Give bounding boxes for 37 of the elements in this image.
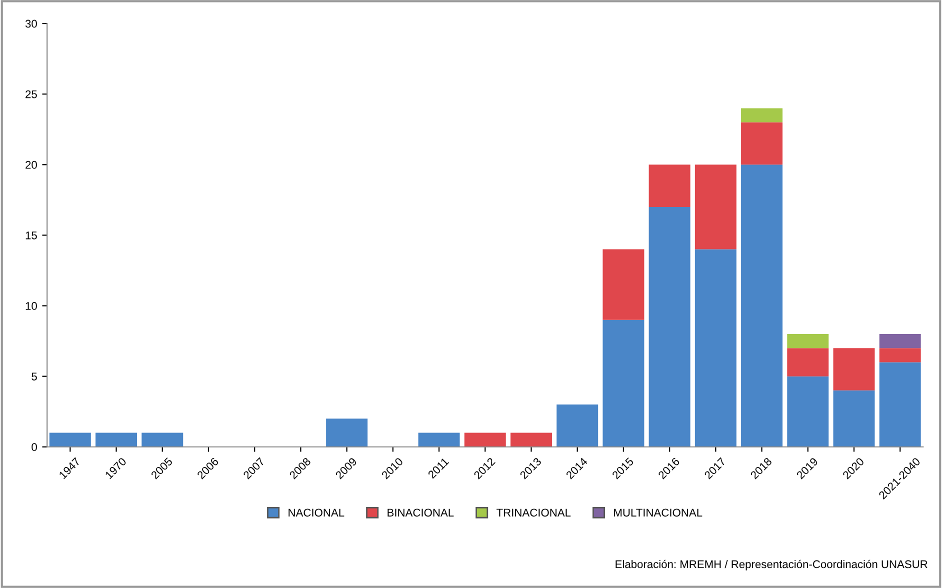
bar [833, 348, 875, 390]
y-tick-label: 5 [32, 372, 37, 380]
bar [96, 432, 138, 447]
bar [510, 432, 552, 447]
legend-label: TRINACIONAL [496, 508, 571, 517]
bar [741, 108, 783, 122]
text: Elaboración: MREMH / Representación-Coordinación UNASUR [616, 560, 928, 570]
legend-label: BINACIONAL [388, 508, 454, 517]
bar [833, 390, 875, 447]
bar [694, 249, 736, 447]
bar [879, 362, 921, 447]
y-tick-label: 20 [26, 160, 37, 169]
y-tick-label: 15 [26, 232, 37, 240]
y-tick-label: 10 [26, 302, 37, 310]
y-tick-label: 30 [25, 20, 37, 28]
bar [879, 334, 921, 348]
bar [741, 122, 783, 165]
bar [787, 348, 829, 376]
y-tick-label: 25 [26, 90, 37, 98]
bar [787, 334, 829, 348]
bar [49, 432, 91, 447]
legend-label: NACIONAL [288, 508, 344, 517]
bar [648, 206, 690, 447]
bar [879, 348, 921, 362]
bar [326, 418, 368, 447]
bar [418, 432, 460, 447]
y-tick-label: 0 [32, 443, 37, 452]
bar [787, 376, 829, 447]
bar [142, 432, 184, 447]
bar [602, 320, 644, 447]
bar [694, 164, 736, 250]
bar [556, 404, 598, 447]
bar [464, 432, 506, 447]
bar [602, 249, 644, 320]
legend-label: MULTINACIONAL [614, 508, 702, 517]
bar [741, 164, 783, 447]
bar [648, 164, 690, 207]
